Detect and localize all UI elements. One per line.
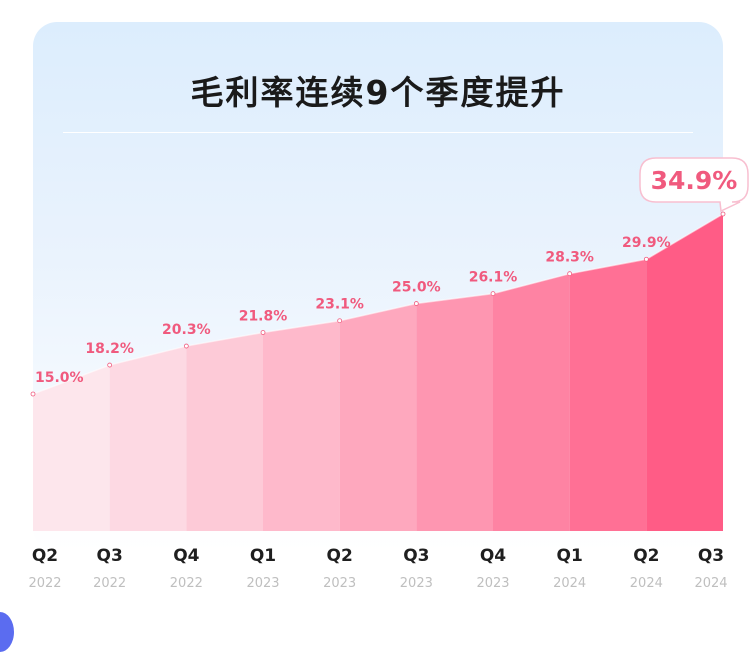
x-tick-year: 2023 xyxy=(323,576,357,591)
x-axis: Q2 2022 Q3 2022 Q4 2022 Q1 2023 Q2 2023 Q3 2023 Q4 20… xyxy=(0,540,750,600)
data-label-highlight: 34.9% xyxy=(651,166,738,195)
data-point xyxy=(490,291,496,296)
data-label: 20.3% xyxy=(162,322,211,338)
x-tick-year: 2024 xyxy=(553,576,587,591)
data-label: 26.1% xyxy=(469,270,518,286)
chart-title: 毛利率连续9个季度提升 xyxy=(190,73,566,112)
x-tick-year: 2023 xyxy=(476,576,510,591)
data-label: 18.2% xyxy=(85,341,134,357)
area-segment-4 xyxy=(263,320,340,531)
data-label: 23.1% xyxy=(315,297,364,313)
data-label: 29.9% xyxy=(622,235,671,251)
x-tick-quarter: Q3 xyxy=(697,546,725,566)
data-label: 15.0% xyxy=(35,370,84,386)
x-tick-quarter: Q2 xyxy=(633,546,660,566)
data-point xyxy=(183,343,189,349)
x-tick-quarter: Q4 xyxy=(173,546,200,566)
data-point xyxy=(107,362,113,368)
x-tick-quarter: Q4 xyxy=(479,546,507,566)
data-point xyxy=(643,256,649,262)
x-tick-year: 2022 xyxy=(169,576,203,591)
data-point xyxy=(30,391,36,397)
data-point xyxy=(260,330,266,335)
x-tick-year: 2023 xyxy=(399,576,433,591)
data-point xyxy=(413,301,419,306)
x-tick-year: 2023 xyxy=(246,576,280,591)
area-segment-2 xyxy=(109,346,187,531)
data-label: 25.0% xyxy=(392,280,441,296)
data-point xyxy=(720,211,726,217)
x-tick-quarter: Q2 xyxy=(326,546,353,566)
x-tick-quarter: Q3 xyxy=(96,546,123,566)
x-tick-year: 2022 xyxy=(28,576,62,591)
data-point xyxy=(337,318,343,324)
x-tick-year: 2024 xyxy=(629,576,663,591)
x-tick-quarter: Q2 xyxy=(31,546,59,566)
x-tick-year: 2024 xyxy=(694,576,728,591)
data-point xyxy=(567,271,573,277)
area-segment-1 xyxy=(33,365,110,531)
x-tick-year: 2022 xyxy=(93,576,127,591)
series-line xyxy=(32,213,724,395)
area-segment-5 xyxy=(339,303,417,531)
area-segment-8 xyxy=(569,259,647,531)
corner-decoration xyxy=(0,612,14,652)
data-label: 28.3% xyxy=(545,250,594,266)
data-label: 21.8% xyxy=(239,308,288,324)
x-tick-quarter: Q1 xyxy=(556,546,583,566)
x-tick-quarter: Q1 xyxy=(249,546,277,566)
area-segment-9 xyxy=(646,214,723,531)
area-segment-6 xyxy=(416,293,493,531)
title-divider xyxy=(63,132,693,133)
area-segment-7 xyxy=(493,273,570,531)
highlight-value-bubble: 34.9% xyxy=(639,157,749,213)
area-segment-3 xyxy=(186,332,263,531)
x-tick-quarter: Q3 xyxy=(403,546,430,566)
